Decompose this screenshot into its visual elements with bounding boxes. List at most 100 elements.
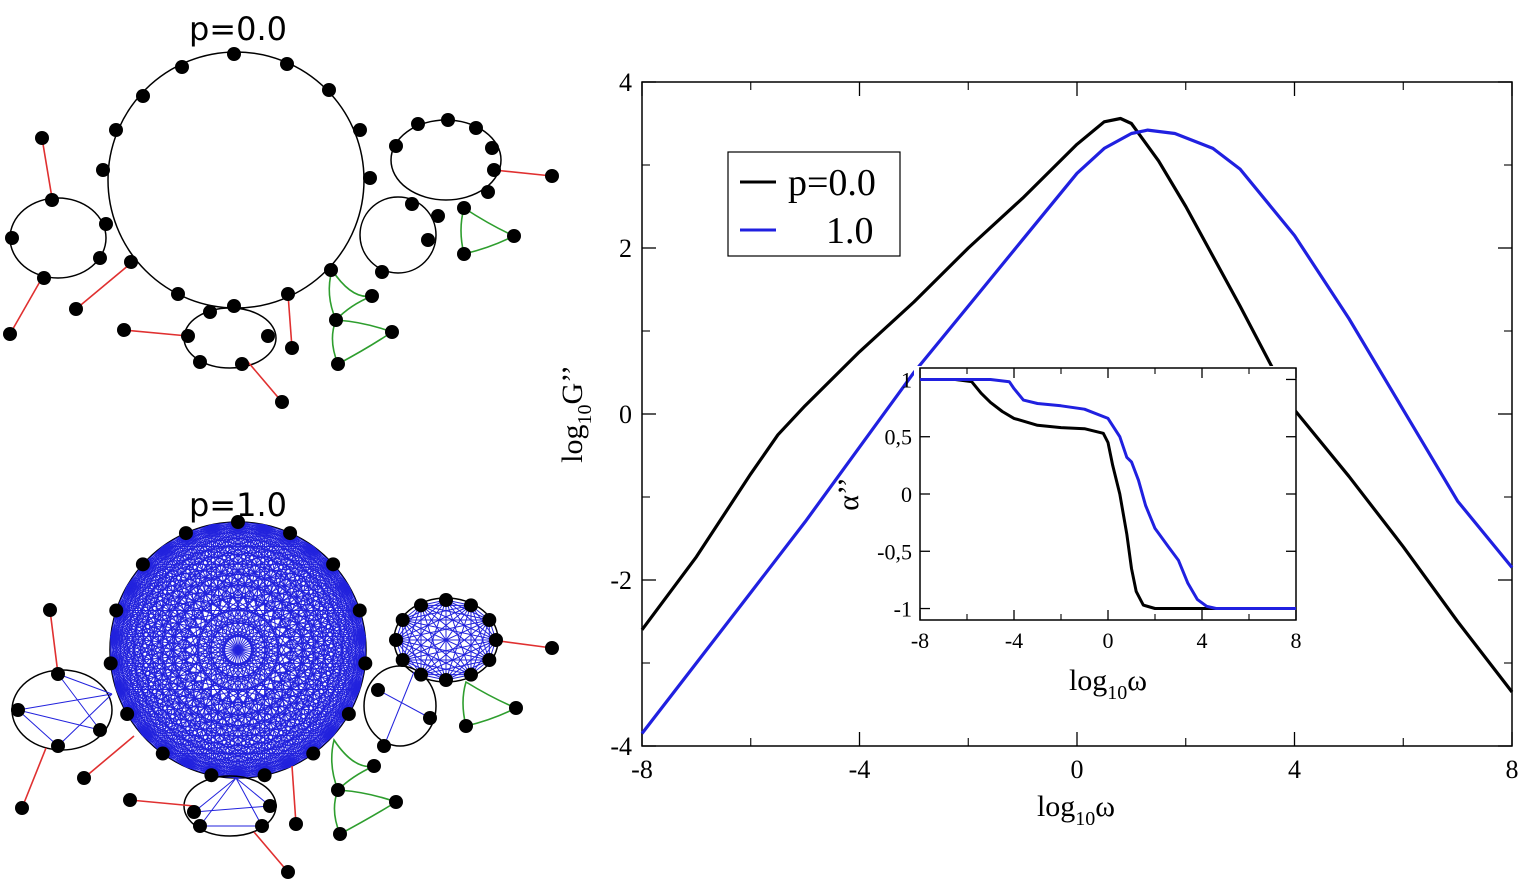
mesh-edge: [420, 619, 490, 676]
mesh-edge: [185, 524, 212, 767]
mesh-edge: [110, 532, 187, 637]
mesh-edge: [395, 639, 490, 661]
mesh-edge: [211, 524, 314, 547]
mesh-edge: [115, 521, 239, 690]
network-p0-nodes: [3, 47, 559, 409]
mesh-edge: [210, 524, 291, 768]
mesh-edge: [126, 713, 164, 754]
inset-background: [914, 366, 1296, 620]
mesh-edge: [185, 532, 350, 715]
y-tick-label: -1: [894, 597, 912, 622]
network-node: [103, 656, 118, 671]
x-tick-label: 8: [1506, 755, 1519, 784]
main-x-tick-labels: -8 -4 0 4 8: [631, 755, 1518, 784]
mesh-edge: [420, 605, 447, 681]
mesh-edge: [210, 524, 314, 754]
y-tick-label: 4: [619, 68, 632, 97]
mesh-edge: [142, 564, 212, 776]
mesh-edge: [116, 662, 366, 691]
mesh-edge: [211, 636, 366, 776]
network-node: [283, 526, 298, 541]
mesh-edge: [110, 532, 291, 638]
mesh-edge: [210, 524, 266, 776]
main-ticks: [641, 81, 1513, 747]
mesh-edge: [142, 532, 291, 736]
x-tick-label: 4: [1288, 755, 1301, 784]
mesh-edge: [420, 599, 447, 675]
bottom-mesh: [193, 777, 271, 827]
network-node: [306, 746, 321, 761]
mesh-edge: [126, 585, 366, 664]
mesh-edge: [445, 599, 472, 675]
mesh-edge: [162, 533, 187, 754]
mesh-edge: [110, 636, 265, 776]
green-triangles: [328, 206, 516, 366]
mesh-edge: [211, 524, 334, 565]
mesh-edge: [162, 546, 350, 715]
mesh-edge: [126, 524, 212, 715]
mesh-edge: [211, 524, 291, 534]
mesh-edge: [110, 662, 291, 768]
mesh-edge: [402, 619, 472, 676]
mesh-edge: [470, 619, 490, 675]
x-tick-label: 8: [1291, 628, 1302, 653]
inset-x-tick-labels: -8 -4 0 4 8: [911, 628, 1302, 653]
mesh-edge: [142, 564, 291, 768]
mesh-edge: [126, 585, 239, 779]
mesh-edge: [210, 524, 334, 736]
mesh-edge: [110, 609, 360, 638]
mesh-edge: [185, 532, 239, 779]
mesh-edge: [126, 532, 187, 587]
x-tick-label: -4: [1005, 628, 1023, 653]
legend-box: [727, 151, 901, 257]
mesh-edge: [162, 546, 187, 767]
mesh-edge: [142, 563, 366, 664]
network-node: [464, 598, 478, 613]
network-node: [231, 515, 245, 529]
network-node: [120, 707, 135, 721]
mesh-edge: [142, 610, 360, 737]
main-y-axis-title: log10G’’: [556, 365, 596, 463]
mesh-edge: [264, 524, 350, 715]
mesh-edge: [116, 610, 334, 737]
mesh-edge: [402, 619, 490, 661]
mesh-edge: [185, 662, 366, 768]
mesh-edge: [185, 532, 360, 611]
network-node: [414, 667, 428, 682]
network-node: [135, 557, 150, 572]
series-line-1: [640, 128, 1514, 735]
mesh-edge: [210, 524, 350, 715]
mesh-edge: [116, 689, 314, 755]
mesh-edge: [237, 610, 361, 779]
network-node: [395, 613, 410, 627]
mesh-edge: [211, 524, 366, 664]
mesh-edge: [110, 585, 350, 664]
mesh-edge: [162, 524, 266, 754]
mesh-edge: [142, 524, 212, 736]
mesh-edge: [126, 585, 314, 754]
mesh-edge: [402, 604, 472, 661]
green-triangles-2: [330, 680, 518, 836]
mesh-edge: [162, 546, 212, 776]
main-y-tick-labels: -4 -2 0 2 4: [610, 68, 632, 761]
series-line-0: [920, 378, 1296, 610]
mesh-edge: [445, 605, 472, 681]
mesh-edge: [185, 521, 239, 768]
mesh-edge: [162, 545, 360, 611]
series-line-0: [640, 116, 1514, 693]
mesh-edge: [237, 521, 291, 768]
mesh-edge: [162, 753, 212, 776]
network-node: [257, 768, 272, 783]
mesh-edge: [127, 563, 334, 587]
mesh-edge: [126, 524, 212, 587]
inset-series-lines: [920, 378, 1296, 610]
mesh-edge: [116, 545, 314, 611]
mesh-edge: [142, 564, 187, 768]
red-edges: [9, 137, 553, 403]
left-mesh: [17, 673, 113, 747]
y-tick-label: 1: [901, 367, 912, 392]
mesh-edge: [395, 604, 472, 641]
network-p0-diagram: p=0.0: [3, 10, 559, 409]
mesh-edge: [162, 546, 361, 690]
